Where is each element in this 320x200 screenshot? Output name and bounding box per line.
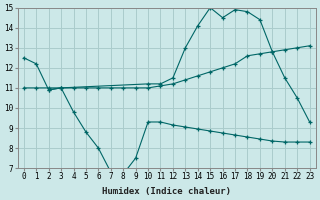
X-axis label: Humidex (Indice chaleur): Humidex (Indice chaleur)	[102, 187, 231, 196]
